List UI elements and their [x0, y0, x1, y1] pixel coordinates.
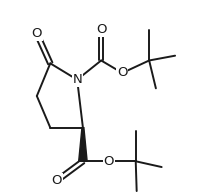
Text: O: O	[104, 155, 114, 168]
Text: N: N	[72, 73, 82, 86]
Text: O: O	[96, 23, 106, 36]
Text: O: O	[117, 66, 127, 79]
Text: O: O	[52, 174, 62, 187]
Polygon shape	[79, 128, 87, 161]
Text: O: O	[32, 27, 42, 40]
